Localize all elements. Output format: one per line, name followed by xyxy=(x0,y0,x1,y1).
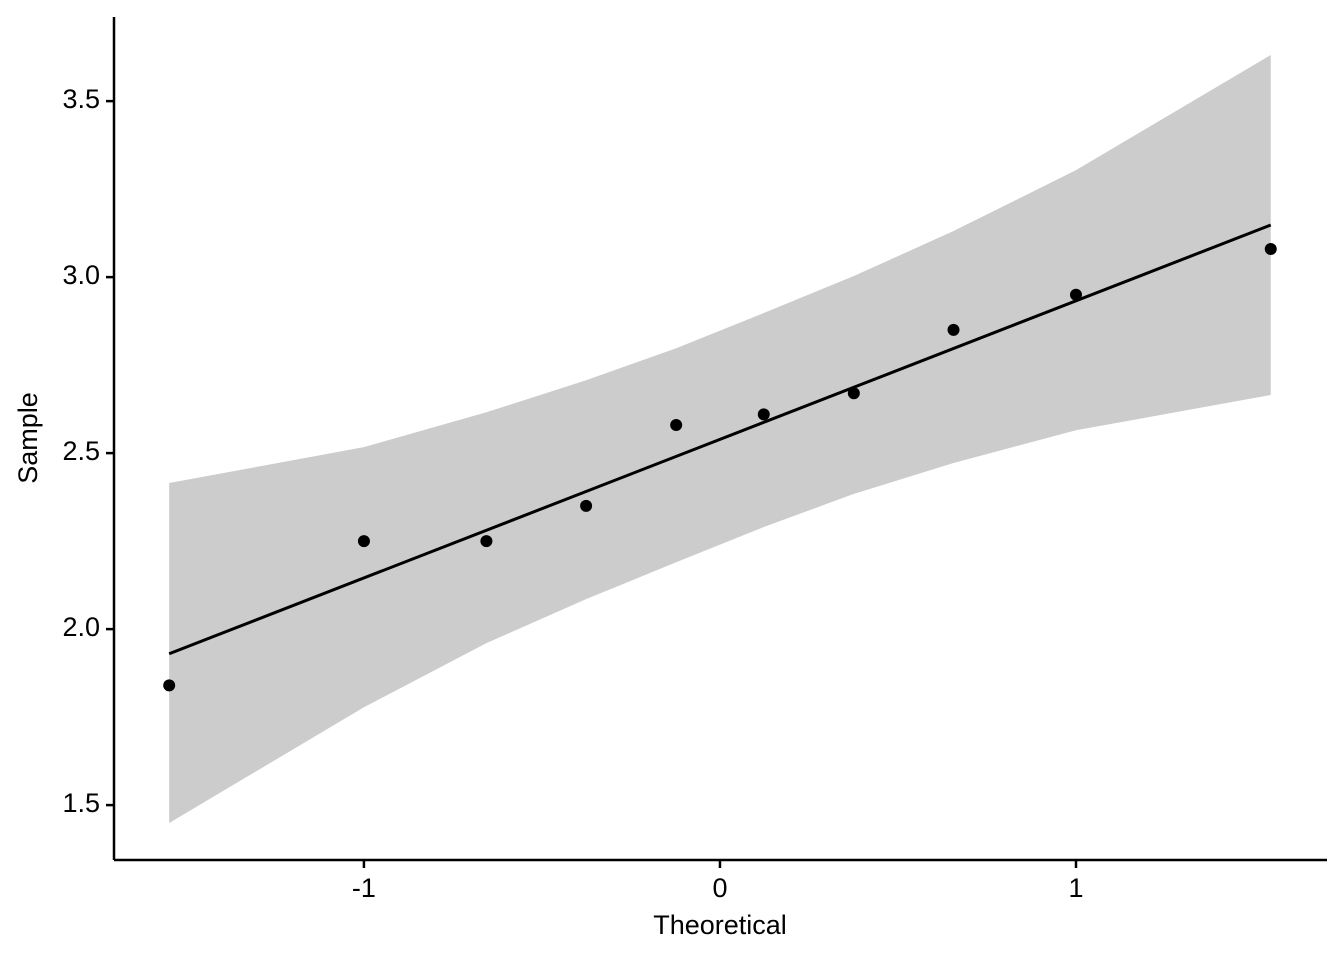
x-tick-label: -1 xyxy=(352,873,376,903)
point xyxy=(1264,242,1277,255)
y-tick-label: 2.5 xyxy=(62,436,100,466)
point xyxy=(757,408,770,421)
y-axis-title: Sample xyxy=(13,392,43,484)
point xyxy=(847,387,860,400)
point xyxy=(1069,288,1082,301)
y-tick-label: 3.5 xyxy=(62,84,100,114)
point xyxy=(580,499,593,512)
x-tick-label: 0 xyxy=(712,873,727,903)
point xyxy=(670,418,683,431)
y-tick-label: 1.5 xyxy=(62,788,100,818)
point xyxy=(947,323,960,336)
point xyxy=(163,679,176,692)
y-tick-label: 2.0 xyxy=(62,612,100,642)
point xyxy=(480,535,493,548)
x-axis-title: Theoretical xyxy=(653,910,787,940)
y-tick-label: 3.0 xyxy=(62,260,100,290)
x-tick-label: 1 xyxy=(1068,873,1083,903)
point xyxy=(357,535,370,548)
reference-line xyxy=(168,223,1272,656)
